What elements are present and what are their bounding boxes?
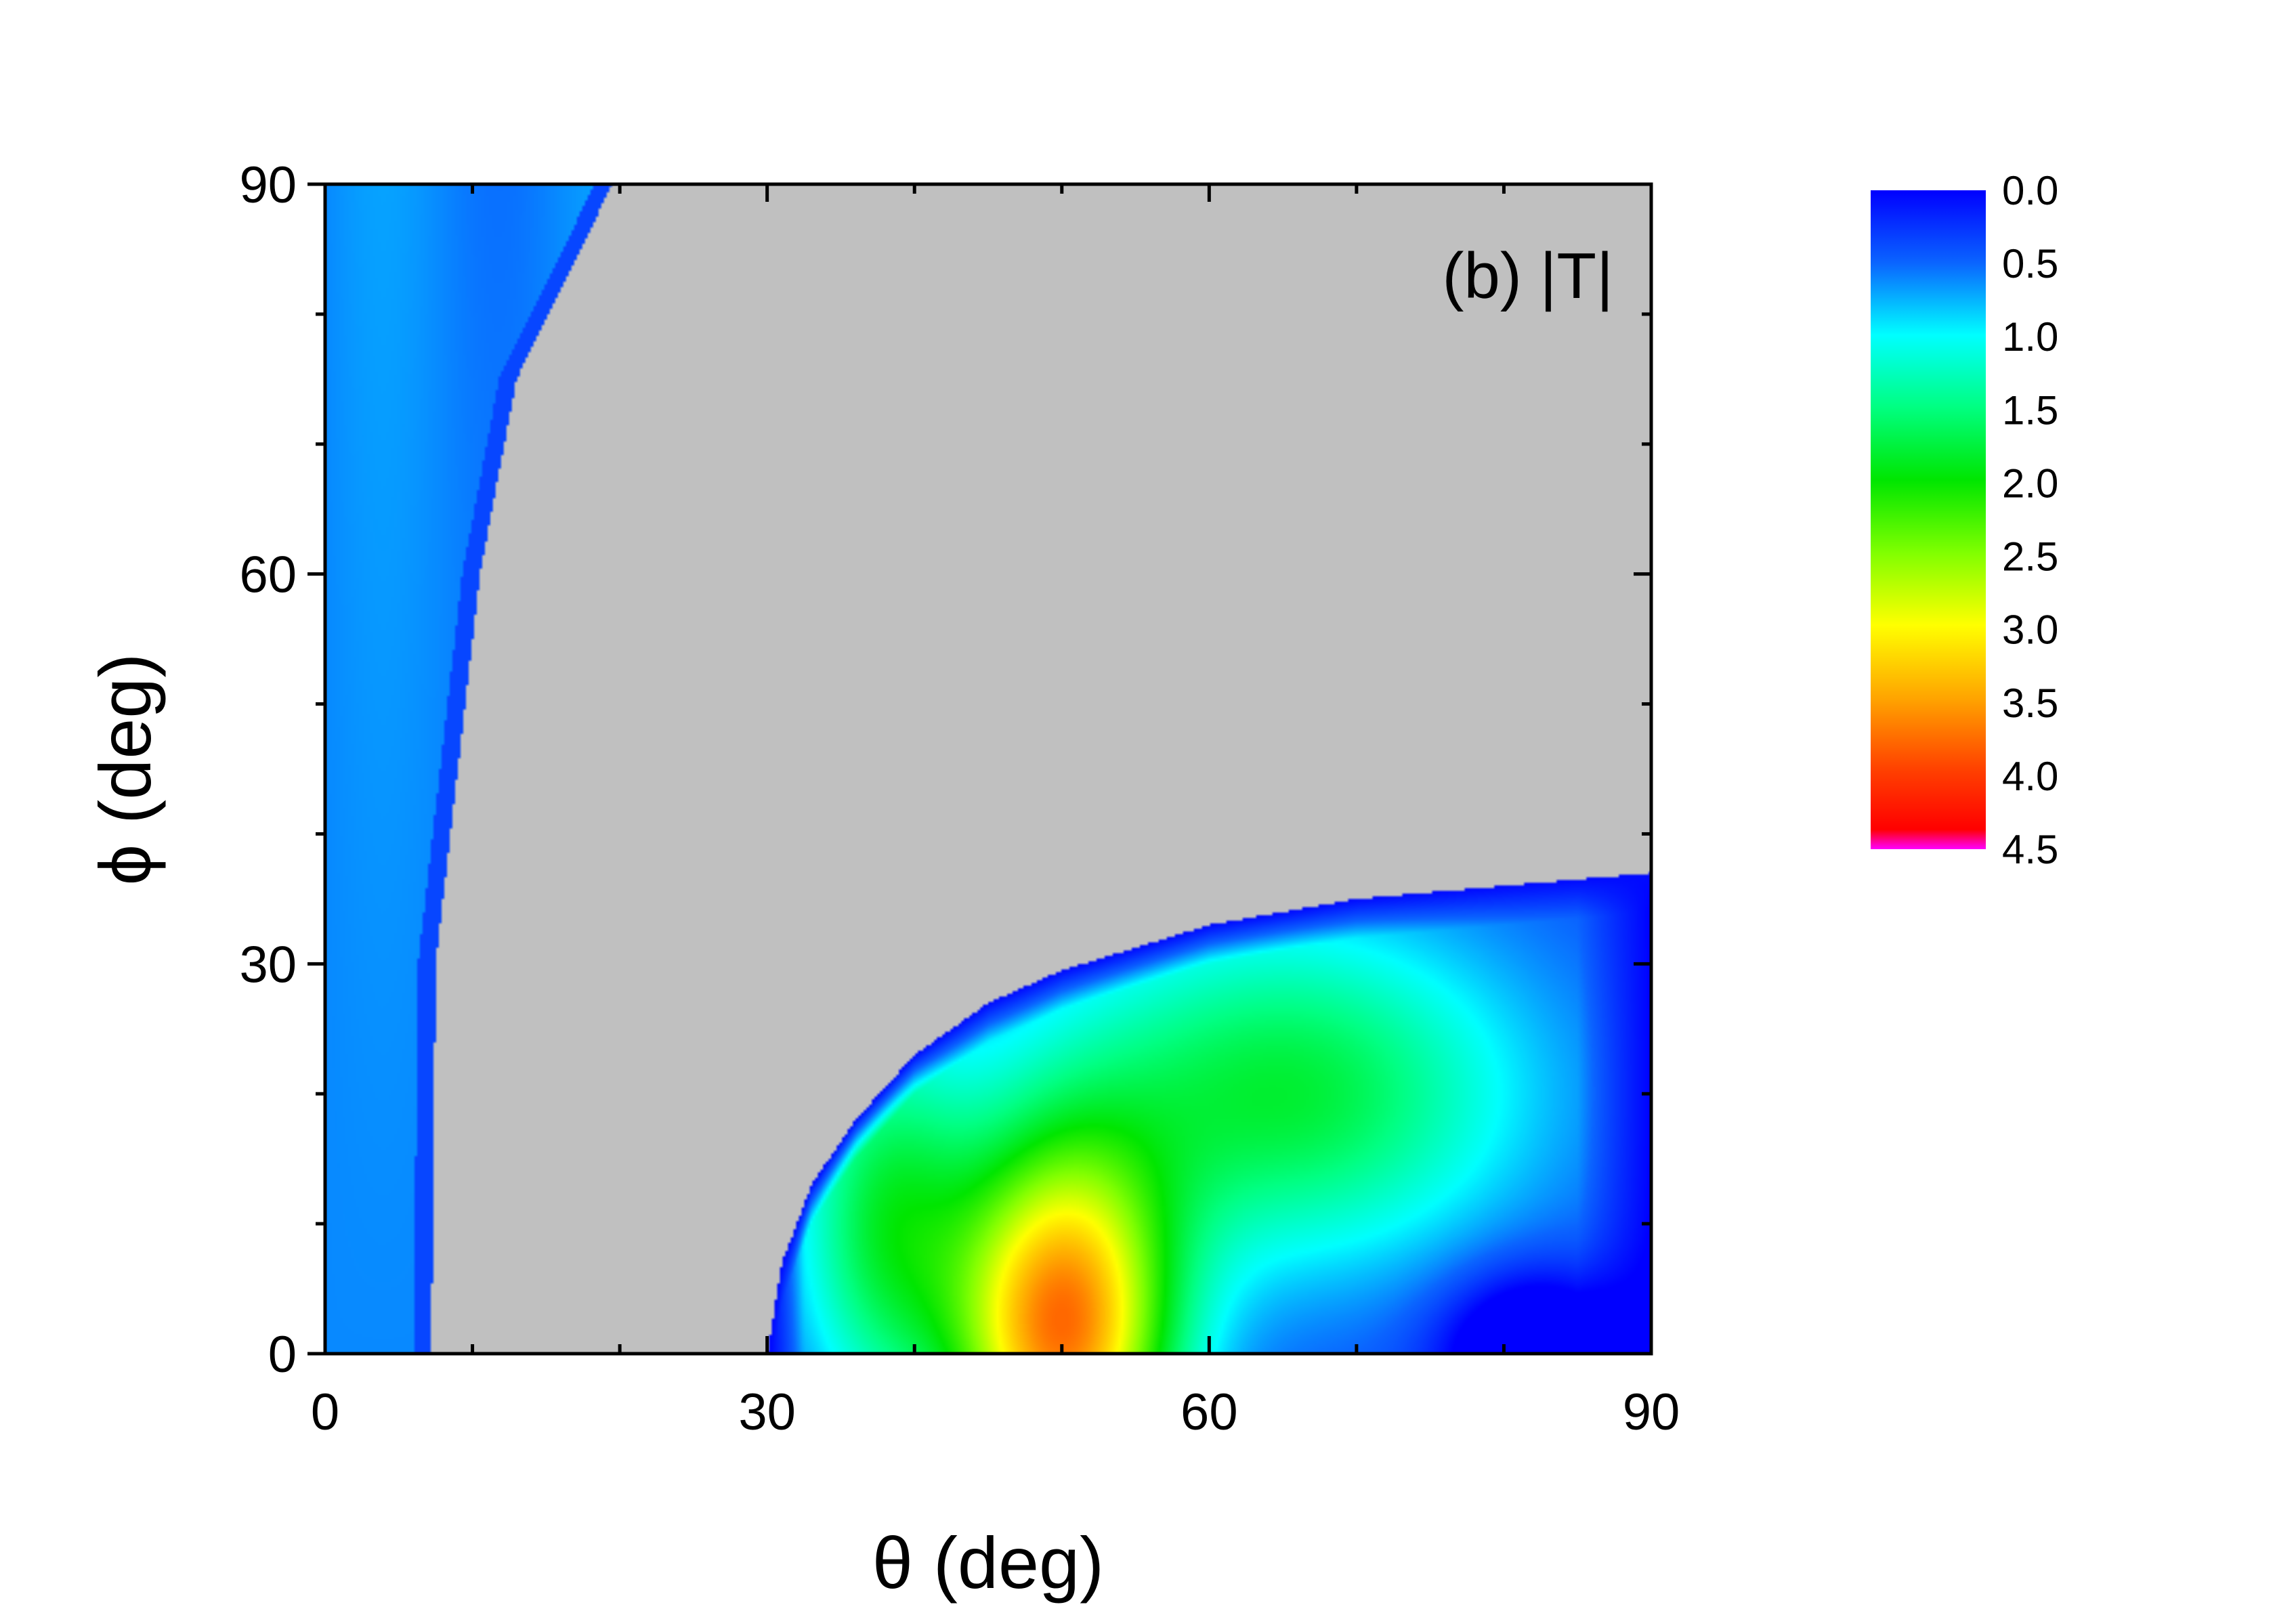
y-axis-title: ϕ (deg): [84, 653, 166, 886]
heatmap-field: [325, 184, 1651, 1354]
x-tick-label: 60: [1181, 1383, 1238, 1441]
colorbar-label: 3.0: [2002, 607, 2058, 653]
colorbar-label: 2.0: [2002, 460, 2058, 506]
y-tick-label: 60: [239, 546, 297, 604]
panel-annotation: (b) |T|: [1442, 240, 1613, 312]
colorbar-label: 3.5: [2002, 681, 2058, 726]
colorbar-label: 0.5: [2002, 241, 2058, 286]
x-tick-label: 90: [1623, 1383, 1680, 1441]
colorbar-label: 0.0: [2002, 168, 2058, 213]
colorbar-label: 1.0: [2002, 314, 2058, 360]
axis-ticks: [307, 182, 1653, 1356]
x-tick-label: 30: [738, 1383, 796, 1441]
y-tick-label: 90: [239, 156, 297, 214]
colorbar-gradient: [1871, 190, 1986, 849]
colorbar-label: 1.5: [2002, 387, 2058, 433]
x-tick-label: 0: [311, 1383, 339, 1441]
x-axis-tick-labels: 0 30 60 90: [311, 1383, 1680, 1441]
plot-frame: [323, 182, 1653, 1356]
colorbar: 0.0 0.5 1.0 1.5 2.0 2.5 3.0 3.5 4.0 4.5: [1871, 168, 2058, 872]
colorbar-label: 4.0: [2002, 754, 2058, 799]
y-tick-label: 30: [239, 936, 297, 993]
y-axis-tick-labels: 0 30 60 90: [239, 156, 297, 1383]
colorbar-label: 4.5: [2002, 827, 2058, 872]
y-tick-label: 0: [268, 1326, 297, 1383]
colorbar-label: 2.5: [2002, 534, 2058, 580]
colorbar-labels: 0.0 0.5 1.0 1.5 2.0 2.5 3.0 3.5 4.0 4.5: [2002, 168, 2058, 872]
x-axis-title: θ (deg): [872, 1522, 1104, 1604]
heatmap-plot-area: [325, 184, 1651, 1354]
